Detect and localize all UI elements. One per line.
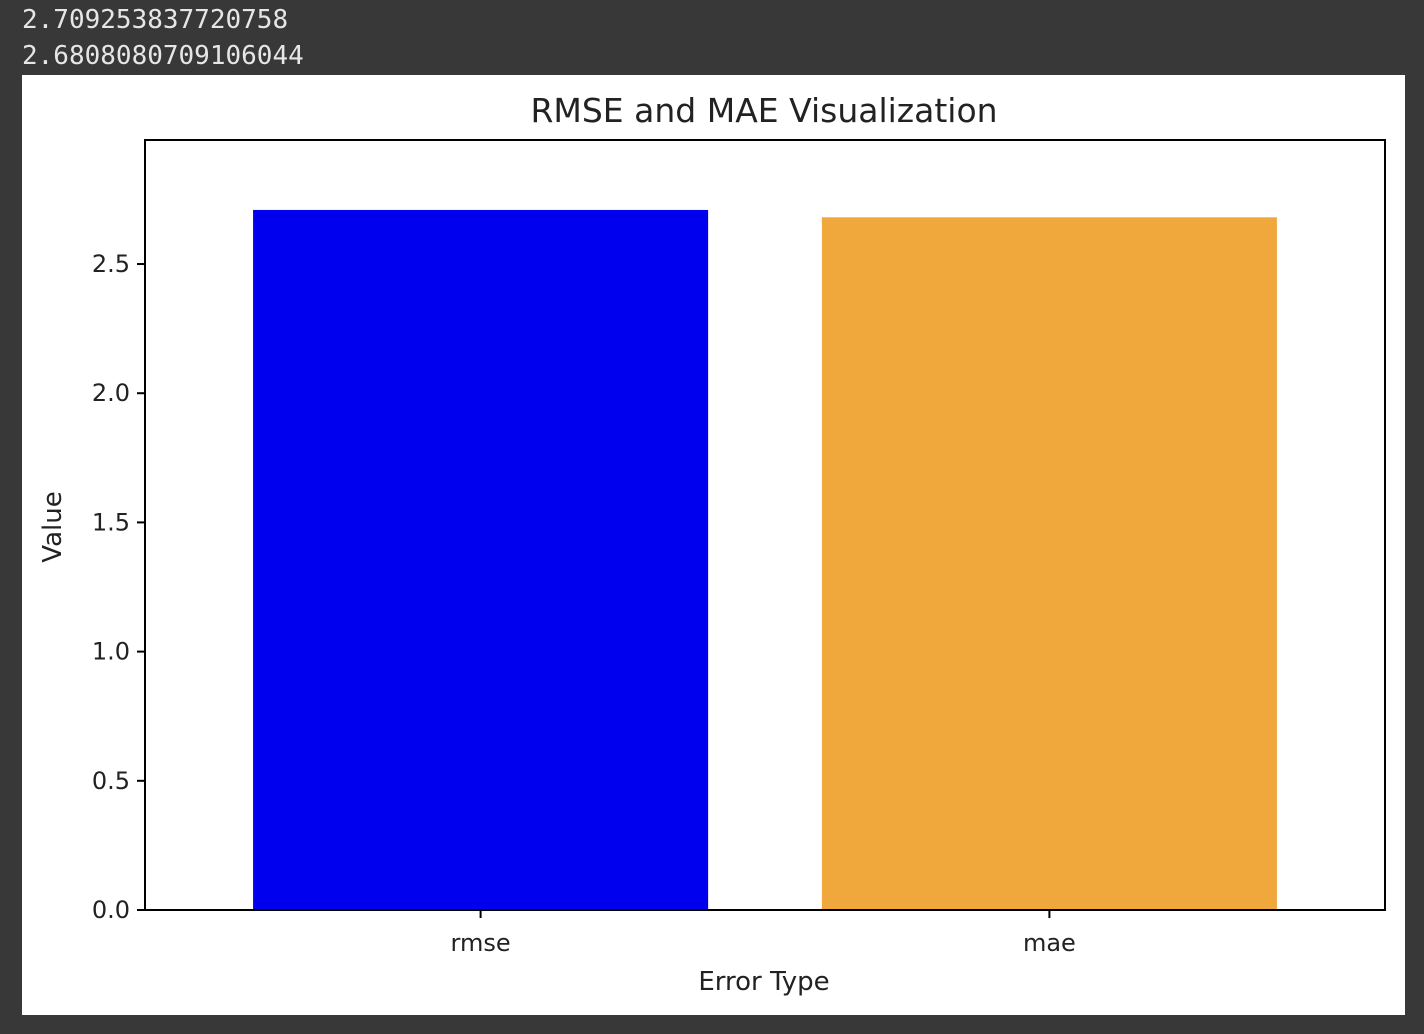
chart-title: RMSE and MAE Visualization [530, 91, 997, 130]
bar-mae [821, 217, 1277, 910]
y-axis-label: Value [38, 491, 68, 562]
output-line-rmse: 2.709253837720758 [22, 5, 289, 35]
y-tick-label: 1.5 [92, 508, 130, 536]
y-tick-label: 2.5 [92, 250, 130, 278]
y-tick-label: 0.5 [92, 767, 130, 795]
bar-rmse [253, 209, 709, 911]
cell-output: 2.709253837720758 2.6808080709106044 [22, 2, 304, 74]
x-tick-label-mae: mae [1023, 929, 1076, 957]
y-tick-label: 1.0 [92, 638, 130, 666]
y-tick-label: 2.0 [92, 379, 130, 407]
chart-figure: RMSE and MAE Visualization 0.0 0.5 1.0 1.5 2… [22, 75, 1405, 1015]
y-tick-label: 0.0 [92, 896, 130, 924]
x-axis-label: Error Type [698, 967, 829, 997]
output-line-mae: 2.6808080709106044 [22, 41, 304, 71]
bar-chart: RMSE and MAE Visualization 0.0 0.5 1.0 1.5 2… [38, 91, 1386, 997]
x-tick-label-rmse: rmse [451, 929, 511, 957]
plot-frame [144, 139, 1386, 911]
